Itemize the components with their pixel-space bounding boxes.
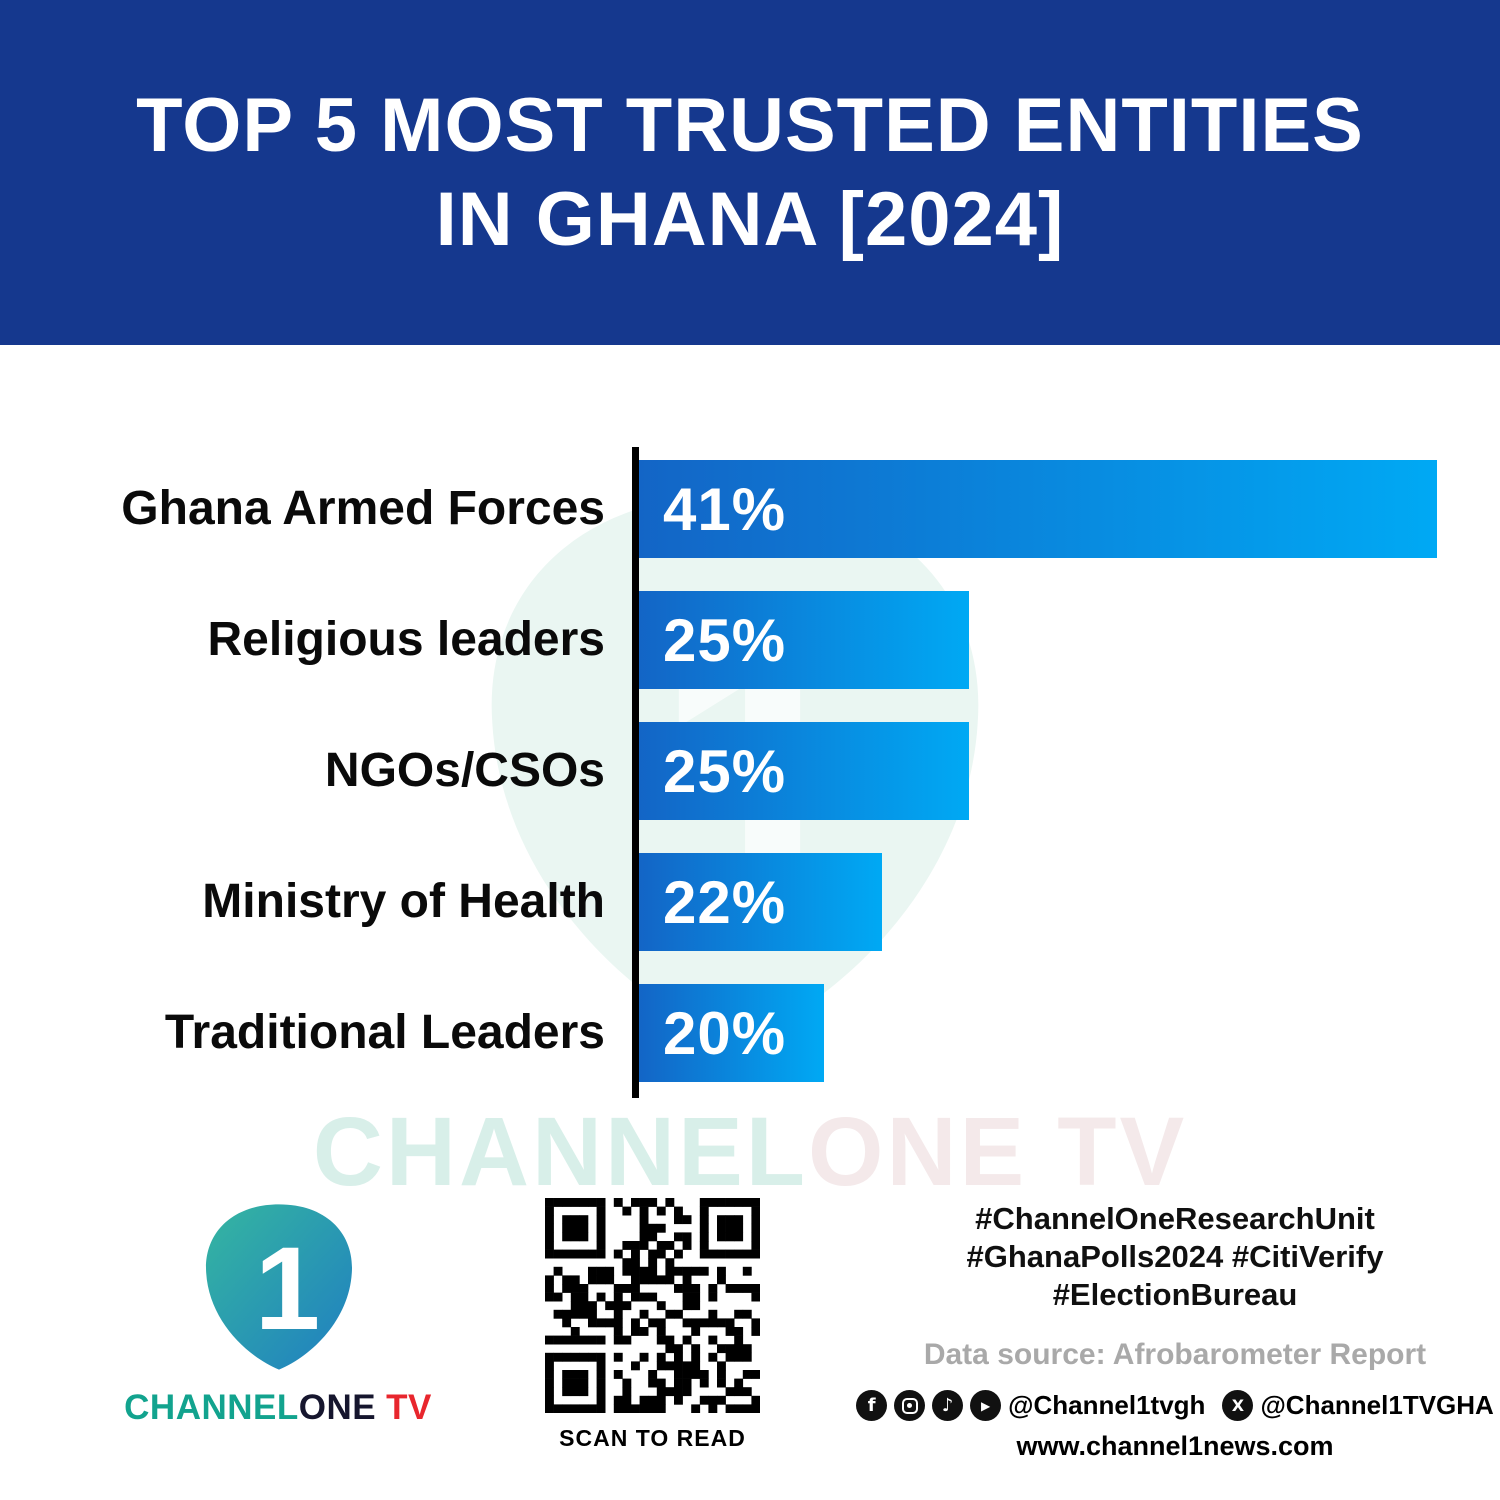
social-handle-primary: @Channel1tvgh <box>1008 1390 1206 1420</box>
social-row: f ♪ ▶ @Channel1tvgh X @Channel1TVGHA <box>856 1390 1494 1421</box>
chart-row: NGOs/CSOs 25% <box>0 722 1500 820</box>
brand-watermark-one-tv: ONE TV <box>808 1097 1188 1206</box>
bar-value-label: 22% <box>663 868 787 936</box>
channel-one-logo: 1 <box>205 1204 353 1370</box>
logo-digit: 1 <box>255 1223 320 1354</box>
youtube-icon: ▶ <box>970 1390 1002 1421</box>
brand-wordmark: CHANNELONE TV <box>88 1388 468 1428</box>
category-label: Ghana Armed Forces <box>121 482 605 535</box>
instagram-icon <box>894 1390 926 1421</box>
hashtag-line-2: #GhanaPolls2024 #CitiVerify <box>966 1239 1384 1274</box>
category-label: Ministry of Health <box>202 875 605 928</box>
category-label: NGOs/CSOs <box>324 744 605 797</box>
instagram-glyph <box>901 1397 918 1414</box>
qr-caption: SCAN TO READ <box>559 1425 746 1451</box>
bar-value-label: 41% <box>663 475 787 543</box>
hashtags: #ChannelOneResearchUnit #GhanaPolls2024 … <box>880 1200 1470 1314</box>
wordmark-tv: TV <box>386 1388 432 1427</box>
footer-info: #ChannelOneResearchUnit #GhanaPolls2024 … <box>856 1200 1494 1462</box>
page-title-line-2: IN GHANA [2024] <box>435 176 1065 262</box>
qr-code <box>545 1198 760 1413</box>
page-title-line-1: TOP 5 MOST TRUSTED ENTITIES <box>136 82 1364 168</box>
hashtag-line-1: #ChannelOneResearchUnit <box>975 1201 1375 1236</box>
data-source: Data source: Afrobarometer Report <box>923 1338 1427 1371</box>
facebook-icon: f <box>856 1390 888 1421</box>
chart-row: Ministry of Health 22% <box>0 853 1500 951</box>
chart-row: Religious leaders 25% <box>0 591 1500 689</box>
category-label: Traditional Leaders <box>164 1006 605 1059</box>
bar: 20% <box>639 984 824 1082</box>
x-icon: X <box>1222 1390 1254 1421</box>
bar-value-label: 25% <box>663 737 787 805</box>
bar: 25% <box>639 722 969 820</box>
bar-value-label: 25% <box>663 606 787 674</box>
bar-chart: Ghana Armed Forces 41% Religious leaders 25… <box>0 460 1500 1115</box>
brand-watermark: CHANNELONE TV <box>0 1096 1500 1208</box>
header-banner: TOP 5 MOST TRUSTED ENTITIES IN GHANA [20… <box>0 0 1500 345</box>
social-handle-x: @Channel1TVGHA <box>1260 1390 1494 1420</box>
wordmark-one: ONE <box>298 1388 377 1427</box>
chart-row: Ghana Armed Forces 41% <box>0 460 1500 558</box>
category-label: Religious leaders <box>207 613 605 666</box>
bar-value-label: 20% <box>663 999 787 1067</box>
website-url: www.channel1news.com <box>1016 1431 1334 1461</box>
bar: 41% <box>639 460 1437 558</box>
wordmark-channel: CHANNEL <box>124 1388 299 1427</box>
bar: 22% <box>639 853 882 951</box>
brand-watermark-channel: CHANNEL <box>312 1097 809 1206</box>
hashtag-line-3: #ElectionBureau <box>1052 1277 1298 1312</box>
tiktok-icon: ♪ <box>932 1390 964 1421</box>
bar: 25% <box>639 591 969 689</box>
chart-row: Traditional Leaders 20% <box>0 984 1500 1082</box>
chart-axis <box>632 447 639 1098</box>
